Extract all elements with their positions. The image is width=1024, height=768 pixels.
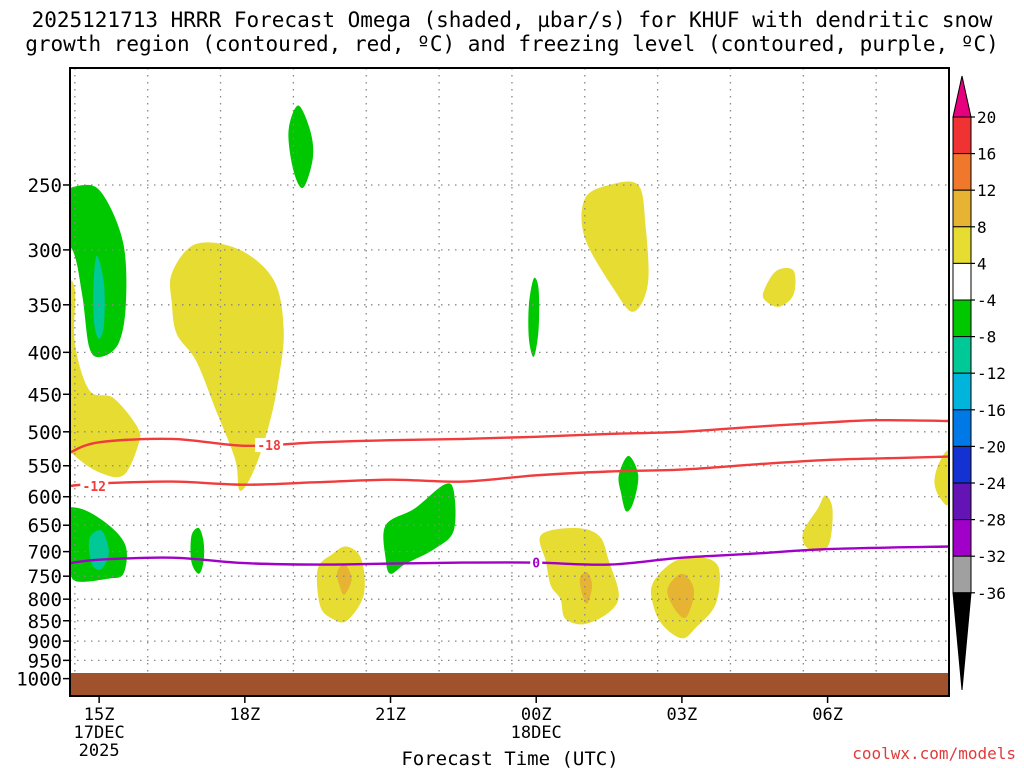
omega-region-15 [336,563,352,595]
x-tick-label-15Z: 15Z [84,705,115,725]
y-tick-label-450: 450 [28,384,62,406]
colorbar-swatch [952,189,972,228]
colorbar-top-arrow [952,75,972,118]
colorbar-swatch [952,226,972,264]
omega-region-5 [169,242,284,491]
y-tick-label-300: 300 [28,240,62,262]
colorbar-swatch [952,299,972,338]
x-tick-label-00Z: 00Z [521,705,552,725]
x-tick-label-15Z-sub2: 2025 [79,741,120,761]
omega-region-9 [762,268,796,307]
site-credit: coolwx.com/models [852,744,1016,763]
pressure-axis: 2503003504004505005506006507007508008509… [16,175,70,691]
x-tick-label-15Z-sub1: 17DEC [74,723,125,743]
colorbar-swatch [952,372,972,411]
colorbar-label-8: 8 [977,218,987,237]
contour-label-bg [80,478,109,493]
contour-label-bg [255,438,284,453]
y-tick-label-650: 650 [28,515,62,537]
y-tick-label-350: 350 [28,295,62,317]
colorbar-swatch [952,336,972,374]
contour-label-bg [530,555,543,570]
contour-line--18 [70,418,949,454]
omega-region-10 [190,527,205,574]
plot-frame [69,67,950,697]
contour-line-0 [70,545,949,566]
colorbar-label-16: 16 [977,145,996,164]
colorbar-swatch [952,445,972,484]
colorbar-label--16: -16 [977,401,1006,420]
y-tick-label-750: 750 [28,566,62,588]
colorbar-swatch [952,153,972,191]
omega-region-17 [539,527,619,625]
y-tick-label-850: 850 [28,611,62,633]
colorbar-swatch [952,262,972,301]
omega-region-8 [528,277,540,357]
colorbar-label--12: -12 [977,364,1006,383]
colorbar-label--36: -36 [977,584,1006,603]
x-tick-label-21Z: 21Z [375,705,406,725]
y-tick-label-900: 900 [28,631,62,653]
chart-title-line-1: 2025121713 HRRR Forecast Omega (shaded, … [31,8,993,32]
y-tick-label-800: 800 [28,589,62,611]
ground-below-surface [70,673,949,696]
y-tick-label-500: 500 [28,422,62,444]
colorbar-swatch [952,482,972,521]
contour-label--18: -18 [257,439,281,454]
plot-background [70,68,949,696]
colorbar-swatch [952,555,972,594]
omega-region-4 [93,255,105,339]
y-tick-label-1000: 1000 [16,669,62,691]
colorbar-label--8: -8 [977,328,996,347]
y-tick-label-250: 250 [28,175,62,197]
colorbar-swatch [952,116,972,155]
omega-region-6 [288,105,314,189]
colorbar-label--24: -24 [977,474,1006,493]
colorbar-label--20: -20 [977,437,1006,456]
omega-region-16 [383,483,456,574]
y-tick-label-600: 600 [28,487,62,509]
contour-label-0: 0 [532,557,540,572]
chart-title-line-2: growth region (contoured, red, ºC) and f… [25,32,999,56]
contour-line--12 [70,455,949,488]
y-tick-label-550: 550 [28,456,62,478]
omega-region-18 [579,572,593,604]
x-tick-label-03Z: 03Z [667,705,698,725]
y-tick-label-400: 400 [28,342,62,364]
colorbar-bottom-arrow [952,592,972,691]
x-axis-label: Forecast Time (UTC) [401,748,618,768]
colorbar-swatch [952,409,972,447]
colorbar-legend: 20 16 12 8 4 -4 -8 -12 -16 -20 -24 -28 -32 -36 [952,75,1006,691]
colorbar-label-20: 20 [977,108,996,127]
contour-layer: -18 -12 0 [70,418,949,572]
colorbar-label-12: 12 [977,181,996,200]
x-tick-label-06Z: 06Z [812,705,843,725]
x-tick-label-18Z: 18Z [229,705,260,725]
y-tick-label-950: 950 [28,650,62,672]
omega-region-22 [802,495,833,552]
contour-label--12: -12 [83,480,106,495]
colorbar-swatch [952,519,972,557]
y-tick-label-700: 700 [28,542,62,564]
omega-region-21 [667,573,695,619]
colorbar-label--32: -32 [977,547,1006,566]
colorbar-label--4: -4 [977,291,996,310]
omega-region-23 [934,450,949,506]
omega-region-7 [581,181,649,312]
x-tick-label-00Z-sub1: 18DEC [511,723,562,743]
omega-region-0 [70,279,141,478]
colorbar-label-4: 4 [977,254,987,273]
colorbar-label--28: -28 [977,511,1006,530]
